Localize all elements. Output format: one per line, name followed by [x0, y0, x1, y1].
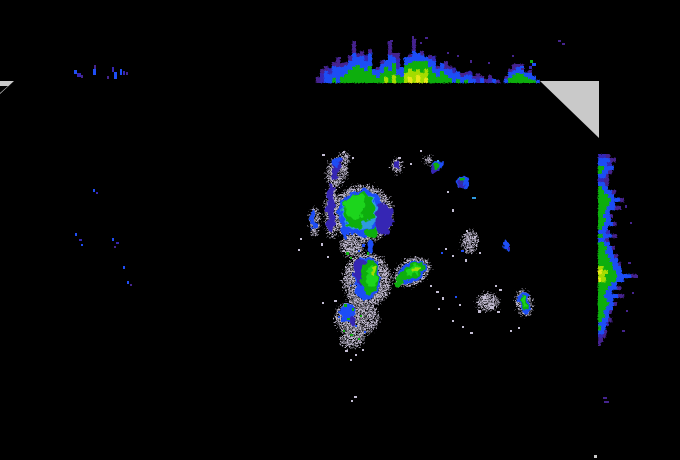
plan-view-panel: [310, 152, 533, 348]
plan-view-cell-layer: [310, 157, 531, 327]
corner-mask-triangle: [540, 81, 599, 138]
top-height-profile-panel: [316, 39, 540, 83]
speck-overlay: [74, 36, 638, 458]
left-edge-flag-notch: [0, 86, 8, 93]
left-edge-flag-marker: [0, 81, 14, 94]
right-height-profile-panel: [598, 154, 637, 346]
coverage-mask-overlay: [0, 81, 599, 138]
